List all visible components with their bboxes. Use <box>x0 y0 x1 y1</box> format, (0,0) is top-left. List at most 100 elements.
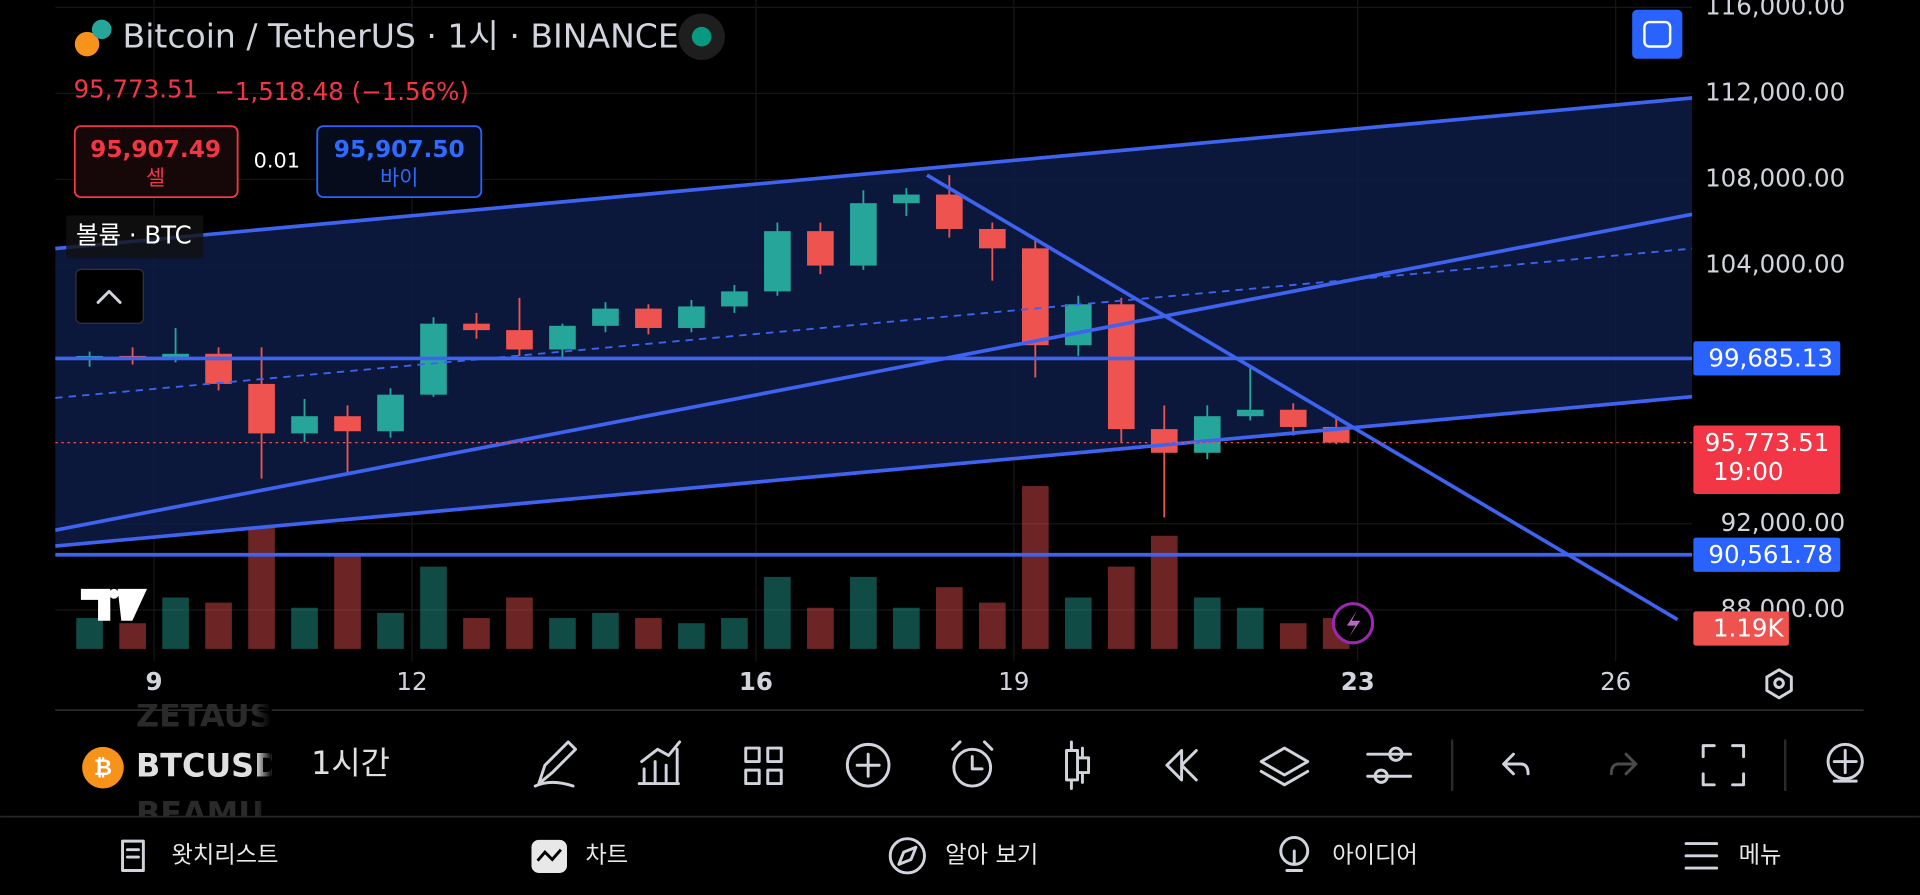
fade <box>208 704 272 821</box>
candle-body <box>248 383 275 434</box>
volume-bar <box>506 597 533 649</box>
toggle-icon <box>1643 20 1672 48</box>
last-price-bg <box>1693 425 1841 495</box>
tradingview-logo <box>80 588 148 621</box>
layers[interactable] <box>1259 746 1310 787</box>
trendline <box>55 212 1693 532</box>
add[interactable] <box>845 742 891 788</box>
buy-price: 95,907.50 <box>334 136 465 163</box>
y-tick-label: 116,000.00 <box>1705 0 1845 20</box>
indicators[interactable] <box>637 740 682 786</box>
candle-body <box>850 203 877 266</box>
layouts[interactable] <box>744 746 783 786</box>
toolbar-icons <box>533 739 1864 791</box>
nav-ideas[interactable]: 아이디어 <box>1332 841 1418 868</box>
candle-body <box>291 416 318 434</box>
candle-body <box>1236 409 1264 417</box>
volume-legend: 볼륨 · BTC <box>76 220 192 249</box>
redo[interactable] <box>1609 752 1638 776</box>
y-tick-label: 92,000.00 <box>1721 508 1846 537</box>
chevron-icon <box>96 289 122 304</box>
symbol-title: Bitcoin / TetherUS · 1시 · BINANCE <box>123 16 679 55</box>
price-change: −1,518.48 (−1.56%) <box>214 77 469 106</box>
nav-watchlist[interactable]: 왓치리스트 <box>172 841 279 868</box>
collapse-button[interactable] <box>75 268 144 324</box>
volume-bar <box>420 566 447 649</box>
last-price-label: 95,773.51 <box>1705 428 1830 457</box>
volume-bar <box>1064 597 1092 649</box>
candle-body <box>936 194 963 229</box>
coin-icon <box>74 31 100 57</box>
volume-bar <box>592 612 619 649</box>
volume-bar <box>549 618 576 649</box>
more[interactable] <box>1826 742 1864 781</box>
settings-icon[interactable] <box>1765 668 1793 700</box>
candle-body <box>549 325 576 350</box>
volume-bar <box>635 618 662 649</box>
alert-hands <box>951 740 994 771</box>
x-tick-label: 26 <box>1600 667 1631 696</box>
fullscreen[interactable] <box>1701 744 1746 787</box>
add-plus <box>855 752 881 778</box>
replay[interactable] <box>1165 749 1198 782</box>
candle-body <box>721 291 748 307</box>
candle-body <box>1193 416 1221 453</box>
nav-explore[interactable]: 알아 보기 <box>945 841 1038 868</box>
volume-bar <box>291 607 318 649</box>
volume-bar <box>1236 607 1264 649</box>
volume-label: 1.19K <box>1713 614 1784 643</box>
undo[interactable] <box>1502 752 1530 776</box>
candle-body <box>162 353 189 359</box>
sell-label: 셀 <box>146 166 165 190</box>
fullscreen-toggle[interactable] <box>1632 9 1683 59</box>
alert[interactable] <box>952 747 993 788</box>
volume-label-bg <box>1693 611 1789 646</box>
symbol-list: ZETAUS BTCUSD BEAMU <box>136 704 272 821</box>
volume-bar <box>893 607 920 649</box>
buy-label: 바이 <box>380 166 418 190</box>
candle-body <box>1064 304 1092 346</box>
candle-body <box>979 228 1006 249</box>
volume-bar <box>1193 597 1221 649</box>
volume-bar <box>334 556 361 649</box>
chart-type[interactable] <box>1065 740 1091 790</box>
volume-bar <box>678 623 705 649</box>
x-tick-label: 19 <box>998 667 1029 696</box>
draw-tool[interactable] <box>533 740 578 788</box>
y-tick-label: 104,000.00 <box>1705 250 1845 279</box>
x-tick-label: 16 <box>739 667 773 696</box>
slider-knob <box>1373 768 1389 784</box>
watchlist-icon <box>121 839 145 872</box>
volume-bar <box>1021 486 1049 649</box>
level-label-bg <box>1693 537 1841 572</box>
settings-icon-center <box>1773 677 1785 689</box>
menu-icon <box>1684 842 1719 870</box>
candle-body <box>377 394 404 432</box>
nav-menu[interactable]: 메뉴 <box>1739 841 1782 868</box>
candle-body <box>506 330 533 350</box>
level-label: 90,561.78 <box>1708 540 1833 569</box>
buy-button[interactable] <box>316 125 483 199</box>
volume-bar <box>377 612 404 649</box>
candle-body <box>678 306 705 328</box>
last-price: 95,773.51 <box>74 75 199 104</box>
volume-bar <box>721 618 748 649</box>
nav-chart[interactable]: 차트 <box>585 841 628 868</box>
trendline <box>926 173 1679 622</box>
interval[interactable]: 1시간 <box>311 744 390 782</box>
level-label-bg <box>1693 341 1841 376</box>
volume-bar <box>850 576 877 649</box>
candle-body <box>635 308 662 328</box>
explore-icon <box>888 837 926 875</box>
trendline <box>55 247 1693 399</box>
compass <box>897 845 918 866</box>
slider-knob <box>1388 746 1404 762</box>
level-label: 99,685.13 <box>1708 344 1833 373</box>
sell-button[interactable] <box>73 125 239 199</box>
bulb <box>1285 849 1304 872</box>
y-tick-label: 108,000.00 <box>1705 163 1845 192</box>
volume-bar <box>463 618 490 649</box>
